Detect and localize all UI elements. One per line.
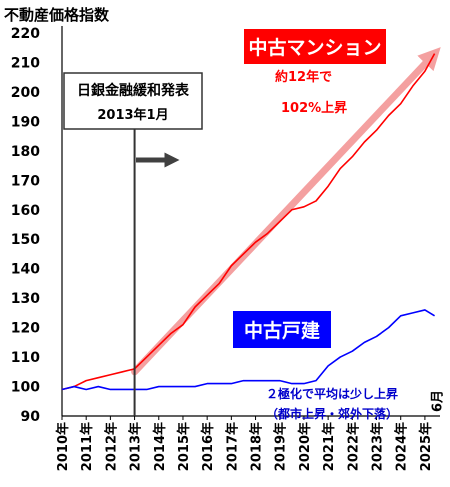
y-tick-label: 160 xyxy=(11,203,40,219)
y-tick-label: 90 xyxy=(21,409,41,425)
x-tick-label: 2013年 xyxy=(128,422,144,471)
x-end-label: 6月 xyxy=(431,390,446,412)
x-tick-label: 2019年 xyxy=(273,422,289,471)
x-tick-label: 2023年 xyxy=(370,422,386,471)
y-tick-label: 210 xyxy=(11,55,40,71)
y-tick-label: 140 xyxy=(11,262,40,278)
x-tick-labels: 2010年 2011年 2012年 2013年 2014年 2015年 2016年 2017年… xyxy=(55,416,434,471)
y-tick-label: 180 xyxy=(11,144,40,160)
y-tick-label: 200 xyxy=(11,85,40,101)
house-label-box xyxy=(233,311,331,348)
x-tick-label: 2010年 xyxy=(55,422,71,471)
x-tick-label: 2012年 xyxy=(103,422,119,471)
y-tick-labels: 90 100 110 120 130 140 150 160 170 180 190 200 210 22… xyxy=(11,26,40,425)
series-line-mansion xyxy=(61,53,436,391)
x-tick-label: 2020年 xyxy=(297,422,313,471)
x-tick-label: 2014年 xyxy=(152,422,168,471)
y-tick-label: 190 xyxy=(11,114,40,130)
mansion-note-1: 約12年で xyxy=(275,69,332,85)
y-tick-label: 220 xyxy=(11,26,40,42)
trend-arrow xyxy=(131,47,441,376)
y-tick-label: 100 xyxy=(11,380,40,396)
house-label: 中古戸建 xyxy=(244,319,320,342)
y-tick-label: 130 xyxy=(11,291,40,307)
series-line-house xyxy=(61,309,435,391)
policy-box-date: 2013年1月 xyxy=(97,107,168,123)
house-note-1: ２極化で平均は少し上昇 xyxy=(266,386,398,401)
mansion-label-box xyxy=(244,29,386,64)
x-tick-label: 2021年 xyxy=(321,422,337,471)
y-tick-label: 120 xyxy=(11,321,40,337)
x-tick-label: 2016年 xyxy=(200,422,216,471)
chart-title: 不動産価格指数 xyxy=(4,6,110,24)
series-layer xyxy=(61,53,436,391)
mansion-label: 中古マンション xyxy=(248,36,381,59)
y-tick-label: 110 xyxy=(11,350,40,366)
x-tick-label: 2017年 xyxy=(224,422,240,471)
x-tick-label: 2018年 xyxy=(249,422,265,471)
y-tick-label: 150 xyxy=(11,232,40,248)
y-tick-label: 170 xyxy=(11,173,40,189)
house-note-2: （都市上昇・郊外下落） xyxy=(266,406,398,421)
x-tick-label: 2022年 xyxy=(345,422,361,471)
x-tick-label: 2015年 xyxy=(176,422,192,471)
policy-box xyxy=(63,72,203,130)
mansion-note-2: 102%上昇 xyxy=(281,101,347,116)
x-tick-label: 2024年 xyxy=(394,422,410,471)
x-tick-label: 2025年 xyxy=(418,422,434,471)
x-tick-label: 2011年 xyxy=(79,422,95,471)
policy-box-title: 日銀金融緩和発表 xyxy=(77,82,190,99)
